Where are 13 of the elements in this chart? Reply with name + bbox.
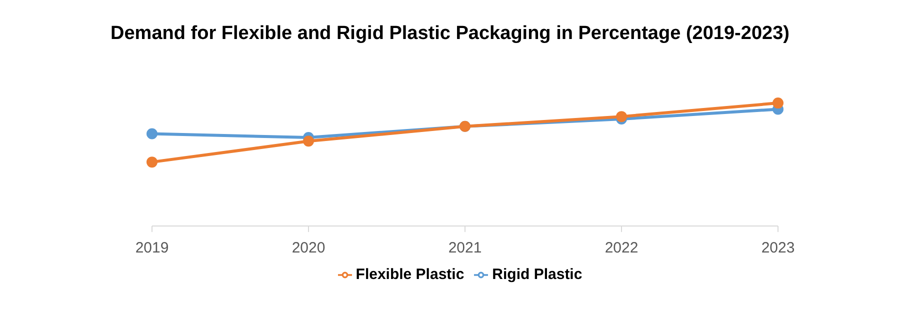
legend-label: Rigid Plastic	[492, 266, 582, 283]
point	[303, 136, 314, 147]
x-tick-label: 2022	[604, 240, 638, 257]
legend-label: Flexible Plastic	[356, 266, 464, 283]
point	[616, 111, 627, 122]
point	[772, 98, 784, 109]
x-tick-label: 2021	[448, 240, 482, 257]
chart-title: Demand for Flexible and Rigid Plastic Packaging in Percentage (2019-2023)	[110, 22, 790, 46]
x-tick-label: 2020	[292, 240, 326, 257]
point	[146, 156, 158, 168]
x-tick-label: 2023	[761, 240, 795, 257]
x-tick-label: 2019	[135, 240, 169, 257]
point	[146, 128, 158, 140]
